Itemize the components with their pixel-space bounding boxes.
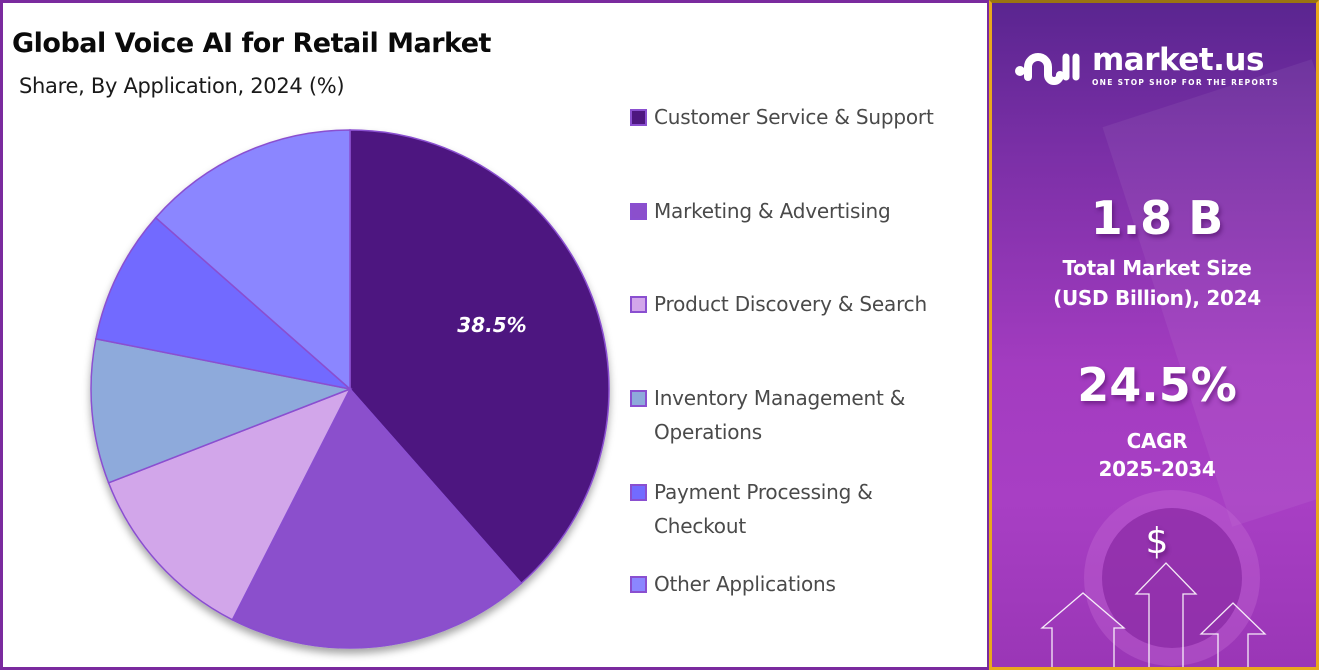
legend-item: Customer Service & Support	[630, 103, 934, 134]
logo-tagline: ONE STOP SHOP FOR THE REPORTS	[1092, 77, 1279, 87]
pie-slice-customer-service-support	[349, 129, 610, 585]
pie-slice-other-applications	[154, 129, 351, 391]
legend-label: Marketing & Advertising	[654, 194, 891, 228]
legend-label-line: Product Discovery & Search	[654, 292, 927, 316]
marketus-logo: market.us ONE STOP SHOP FOR THE REPORTS	[1014, 43, 1279, 87]
legend-swatch-icon	[630, 390, 647, 407]
legend-label-line: Customer Service & Support	[654, 105, 934, 129]
legend-swatch-icon	[630, 296, 647, 313]
cagr-period: 2025-2034	[1098, 457, 1216, 481]
chart-legend: Customer Service & Support Marketing & Ad…	[630, 3, 990, 670]
pie-slice-payment-processing-checkout	[95, 216, 353, 391]
background-cup-shape	[1102, 508, 1242, 648]
pie-slice-product-discovery-search	[107, 387, 352, 621]
chart-subtitle: Share, By Application, 2024 (%)	[19, 74, 345, 98]
legend-label-line: Checkout	[654, 514, 746, 538]
cagr-value: 24.5%	[1077, 358, 1237, 412]
logo-name: market.us	[1092, 41, 1264, 78]
legend-label: Other Applications	[654, 567, 836, 601]
legend-item: Other Applications	[630, 570, 836, 601]
legend-label-line: Marketing & Advertising	[654, 199, 891, 223]
pie-slice-marketing-advertising	[231, 387, 523, 649]
legend-swatch-icon	[630, 576, 647, 593]
legend-item: Inventory Management & Operations	[630, 384, 905, 449]
cagr-label: CAGR	[1126, 429, 1188, 453]
pie-data-label: 38.5%	[457, 313, 526, 337]
legend-label-line: Operations	[654, 420, 762, 444]
legend-label: Product Discovery & Search	[654, 287, 927, 321]
market-size-label-2: (USD Billion), 2024	[1053, 286, 1261, 310]
legend-swatch-icon	[630, 203, 647, 220]
legend-label: Customer Service & Support	[654, 100, 934, 134]
growth-arrows-icon	[1040, 562, 1267, 667]
chart-title: Global Voice AI for Retail Market	[12, 28, 491, 59]
legend-swatch-icon	[630, 484, 647, 501]
legend-swatch-icon	[630, 109, 647, 126]
pie-chart: 38.5%	[3, 3, 643, 670]
summary-sidebar: market.us ONE STOP SHOP FOR THE REPORTS …	[989, 0, 1319, 670]
legend-label: Inventory Management & Operations	[654, 381, 905, 449]
market-size-value: 1.8 B	[1090, 191, 1224, 245]
chart-panel: Global Voice AI for Retail Market Share,…	[0, 0, 989, 670]
pie-slice-inventory-management-operations	[90, 337, 353, 484]
legend-item: Product Discovery & Search	[630, 290, 927, 321]
market-size-label-1: Total Market Size	[1062, 256, 1252, 280]
legend-label-line: Inventory Management &	[654, 386, 906, 410]
logo-icon	[1015, 53, 1080, 85]
legend-label-line: Payment Processing &	[654, 480, 873, 504]
dollar-icon: $	[1145, 521, 1169, 562]
legend-label: Payment Processing & Checkout	[654, 475, 873, 543]
legend-label-line: Other Applications	[654, 572, 836, 596]
legend-item: Marketing & Advertising	[630, 197, 891, 228]
legend-item: Payment Processing & Checkout	[630, 478, 873, 543]
